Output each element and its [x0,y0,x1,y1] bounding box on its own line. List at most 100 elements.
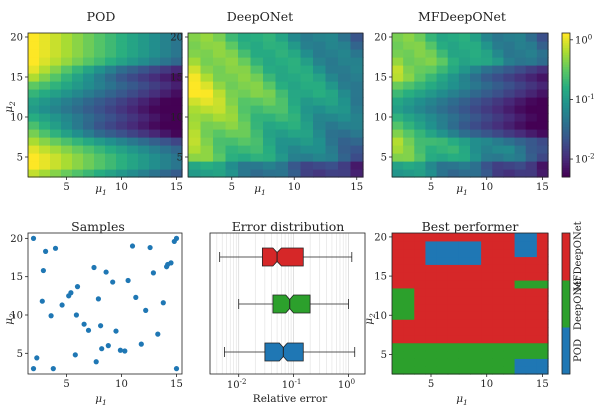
heatmap-cell [94,89,106,98]
heatmap-cell [470,161,482,170]
heatmap-cell [275,73,289,82]
heatmap-cell [403,81,415,90]
colorbar-segment [562,83,570,87]
y-tick-label: 15 [10,73,23,84]
heatmap-cell [403,280,415,289]
heatmap-cell [350,97,364,106]
heatmap-cell [403,65,415,74]
sample-point [147,244,153,251]
heatmap-cell [50,89,62,98]
heatmap-cell [83,49,95,58]
performer-label: POD [573,339,584,362]
x-tick-label: 5 [63,182,69,193]
heatmap-cell [171,153,183,162]
heatmap-cell [288,137,302,146]
heatmap-cell [61,41,73,50]
heatmap-cell [275,169,289,178]
box-deeponet [272,294,311,314]
heatmap-cell [313,169,327,178]
heatmap-cell [288,129,302,138]
heatmap-cell [238,81,252,90]
y-tick-label: 5 [381,153,387,164]
heatmap-cell [447,350,460,359]
x-tick-exponent: -2 [240,378,247,386]
colorbar-frame [561,32,571,178]
colorbar-segment [562,138,570,142]
heatmap-cell [94,161,106,170]
heatmap-cell [127,113,139,122]
heatmap-cell [288,49,302,58]
heatmap-cell [72,145,84,154]
heatmap-cell [425,89,438,98]
colorbar-segment [562,93,570,96]
heatmap-cell [458,342,471,352]
heatmap-cell [403,33,415,42]
x-tick-label: 15 [170,379,183,390]
heatmap-cell [525,57,538,66]
heatmap-cell [447,248,460,258]
heatmap-cell [525,121,538,130]
heatmap-cell [105,49,117,58]
heatmap-cell [225,129,239,138]
heatmap-cell [458,327,471,336]
heatmap-cell [470,153,482,162]
heatmap-cell [127,65,139,74]
heatmap-deeponet [187,32,364,178]
heatmap-cell [436,233,449,242]
heatmap-cell [470,233,482,242]
heatmap-cell [492,49,505,58]
heatmap-cell [447,311,460,320]
heatmap-cell [225,65,239,74]
heatmap-cell [425,73,438,82]
panel-frame [209,232,366,375]
heatmap-cell [447,272,460,281]
colorbar-segment [562,73,570,77]
heatmap-cell [300,97,314,106]
heatmap-cell [436,49,449,58]
heatmap-cell [514,256,527,265]
heatmap-cell [138,41,150,50]
performer-swatch [562,233,570,281]
heatmap-cell [447,105,460,114]
heatmap-cell [238,137,252,146]
heatmap-cell [458,121,471,130]
heatmap-cell [514,153,527,162]
heatmap-cell [188,137,202,146]
colorbar-segment [562,119,570,123]
heatmap-cell [213,73,227,82]
heatmap-cell [105,145,117,154]
heatmap-cell [436,334,449,344]
heatmap-cell [503,233,516,242]
heatmap-cell [127,121,139,130]
colorbar-segment [562,141,570,144]
heatmap-cell [350,153,364,162]
heatmap-cell [414,272,427,281]
heatmap-cell [313,73,327,82]
heatmap-cell [436,73,449,82]
heatmap-cell [458,350,471,359]
panel-frame [27,232,183,375]
heatmap-cell [525,137,538,146]
heatmap-cell [392,366,404,375]
heatmap-cell [39,145,51,154]
heatmap-cell [105,73,117,82]
sample-point [93,359,99,365]
heatmap-cell [503,89,516,98]
sample-point [150,270,156,276]
heatmap-cell [275,153,289,162]
performer-label: MFDeepONet [573,221,584,291]
heatmap-cell [536,49,549,58]
heatmap-cell [403,121,415,130]
sample-point [160,300,166,306]
heatmap-cell [127,97,139,106]
heatmap-cell [414,73,427,82]
heatmap-cell [313,161,327,170]
heatmap-cell [188,33,202,42]
heatmap-cell [83,153,95,162]
y-tick-label: 20 [170,33,183,44]
heatmap-cell [188,41,202,50]
heatmap-cell [213,97,227,106]
heatmap-cell [28,57,40,66]
heatmap-cell [50,81,62,90]
heatmap-cell [300,113,314,122]
